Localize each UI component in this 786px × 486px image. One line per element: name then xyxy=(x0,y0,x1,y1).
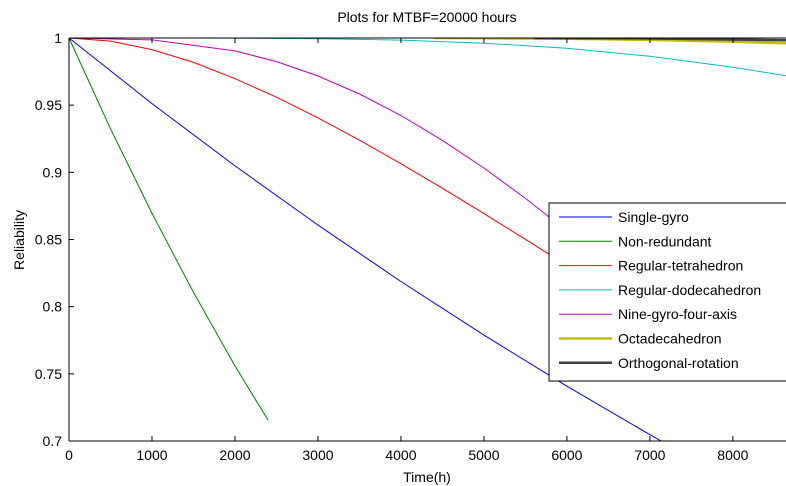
legend-label: Single-gyro xyxy=(618,209,689,225)
legend-label: Regular-dodecahedron xyxy=(618,282,761,298)
legend-label: Non-redundant xyxy=(618,233,712,249)
x-tick-label: 6000 xyxy=(551,447,582,463)
y-tick-label: 0.8 xyxy=(43,299,63,315)
y-tick-label: 0.9 xyxy=(43,164,63,180)
y-tick-label: 0.95 xyxy=(35,97,62,113)
x-tick-label: 4000 xyxy=(385,447,416,463)
x-tick-label: 5000 xyxy=(468,447,499,463)
y-tick-label: 1 xyxy=(54,30,62,46)
x-tick-label: 7000 xyxy=(634,447,665,463)
y-tick-label: 0.75 xyxy=(35,366,62,382)
series-line-1 xyxy=(69,38,269,421)
x-tick-label: 2000 xyxy=(219,447,250,463)
legend-label: Orthogonal-rotation xyxy=(618,355,739,371)
x-tick-label: 0 xyxy=(65,447,73,463)
chart-title: Plots for MTBF=20000 hours xyxy=(337,9,516,25)
legend-box xyxy=(548,202,786,382)
series-line-0 xyxy=(69,38,663,441)
x-tick-label: 8000 xyxy=(717,447,748,463)
x-tick-label: 3000 xyxy=(302,447,333,463)
ticks-layer: 0 1000 2000 3000 4000 5000 6000 7000 8000 0.7 0.75… xyxy=(35,30,749,463)
series-line-2 xyxy=(69,38,601,287)
legend-label: Regular-tetrahedron xyxy=(618,258,743,274)
y-axis-label: Reliability xyxy=(11,210,27,270)
legend: Single-gyro Non-redundant Regular-tetrahed… xyxy=(548,202,786,382)
x-tick-label: 1000 xyxy=(136,447,167,463)
x-axis-label: Time(h) xyxy=(403,469,451,485)
y-tick-label: 0.85 xyxy=(35,232,62,248)
legend-label: Nine-gyro-four-axis xyxy=(618,306,737,322)
legend-label: Octadecahedron xyxy=(618,331,722,347)
y-tick-label: 0.7 xyxy=(43,433,63,449)
